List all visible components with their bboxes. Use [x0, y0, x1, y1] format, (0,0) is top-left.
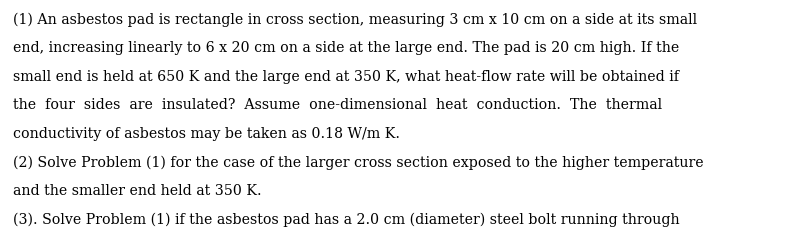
Text: small end is held at 650 K and the large end at 350 K, what heat-flow rate will : small end is held at 650 K and the large…: [13, 70, 679, 84]
Text: (1) An asbestos pad is rectangle in cross section, measuring 3 cm x 10 cm on a s: (1) An asbestos pad is rectangle in cros…: [13, 13, 697, 27]
Text: conductivity of asbestos may be taken as 0.18 W/m K.: conductivity of asbestos may be taken as…: [13, 127, 400, 141]
Text: end, increasing linearly to 6 x 20 cm on a side at the large end. The pad is 20 : end, increasing linearly to 6 x 20 cm on…: [13, 42, 680, 55]
Text: (2) Solve Problem (1) for the case of the larger cross section exposed to the hi: (2) Solve Problem (1) for the case of th…: [13, 155, 704, 170]
Text: and the smaller end held at 350 K.: and the smaller end held at 350 K.: [13, 184, 262, 198]
Text: the  four  sides  are  insulated?  Assume  one-dimensional  heat  conduction.  T: the four sides are insulated? Assume one…: [13, 98, 662, 112]
Text: (3). Solve Problem (1) if the asbestos pad has a 2.0 cm (diameter) steel bolt ru: (3). Solve Problem (1) if the asbestos p…: [13, 212, 680, 227]
